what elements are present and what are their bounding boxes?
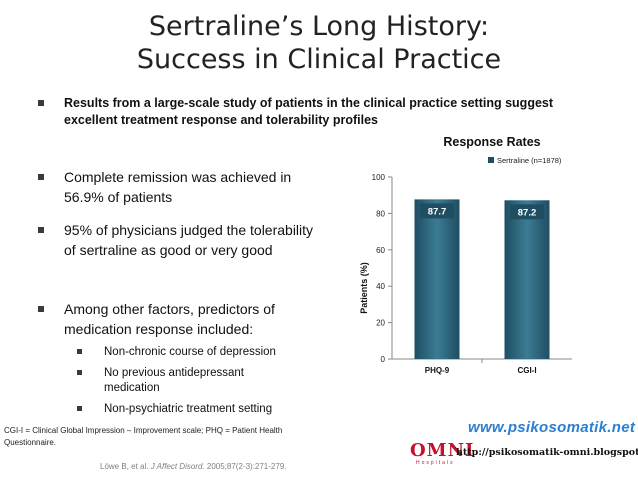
bar-cgi-i	[504, 200, 550, 359]
bar-phq-9	[414, 199, 460, 359]
watermark-url: www.psikosomatik.net	[468, 419, 636, 436]
bullet-square-icon	[38, 100, 44, 106]
blog-url: http://psikosomatik-omni.blogspot.co.id	[456, 447, 638, 458]
data-label: 87.2	[518, 207, 537, 218]
citation-authors: Löwe B, et al.	[100, 462, 151, 471]
bullet-predictors: Among other factors, predictors of medic…	[64, 301, 275, 337]
bullet-square-icon	[38, 306, 44, 312]
slide-title: Sertraline’s Long History: Success in Cl…	[0, 10, 638, 76]
chart-title: Response Rates	[443, 135, 540, 149]
sub-bullet-square-icon	[77, 370, 82, 375]
citation-journal: J Affect Disord.	[150, 462, 205, 471]
sub-bullet-setting: Non-psychiatric treatment setting	[104, 403, 273, 415]
bullet-square-icon	[38, 227, 44, 233]
data-label: 87.7	[428, 206, 447, 217]
title-line-2: Success in Clinical Practice	[136, 44, 502, 75]
y-tick-label: 40	[376, 282, 385, 291]
title-line-1: Sertraline’s Long History:	[148, 11, 490, 42]
y-tick-label: 0	[381, 355, 386, 364]
data-label-background	[420, 203, 454, 219]
sub-bullet-no-previous: No previous antidepressant medication	[104, 367, 244, 394]
y-axis-label: Patients (%)	[359, 262, 369, 314]
sub-bullet-square-icon	[77, 406, 82, 411]
y-tick-label: 100	[372, 173, 386, 182]
legend-label: Sertraline (n=1878)	[497, 156, 562, 165]
y-tick-label: 80	[376, 209, 385, 218]
x-tick-label: PHQ-9	[425, 366, 450, 375]
bullet-tolerability: 95% of physicians judged the tolerabilit…	[64, 222, 314, 258]
sub-bullet-square-icon	[77, 349, 82, 354]
citation: Löwe B, et al. J Affect Disord. 2005;87(…	[100, 462, 287, 471]
bullet-square-icon	[38, 174, 44, 180]
response-rates-chart: Response Rates Sertraline (n=1878) Patie…	[359, 135, 572, 375]
intro-text: Results from a large-scale study of pati…	[64, 96, 554, 127]
omni-logo-subtitle: Hospitals	[416, 460, 455, 466]
legend-swatch	[488, 157, 494, 163]
omni-logo: OMNI	[410, 440, 475, 461]
y-tick-label: 20	[376, 319, 385, 328]
data-label-background	[510, 204, 544, 220]
sub-bullet-nonchronic: Non-chronic course of depression	[104, 346, 276, 358]
footnote: CGI-I = Clinical Global Impression – Imp…	[4, 426, 283, 447]
bullet-remission: Complete remission was achieved in 56.9%…	[64, 169, 292, 205]
y-tick-label: 60	[376, 246, 385, 255]
x-tick-label: CGI-I	[517, 366, 536, 375]
citation-details: 2005;87(2-3):271-279.	[204, 462, 287, 471]
